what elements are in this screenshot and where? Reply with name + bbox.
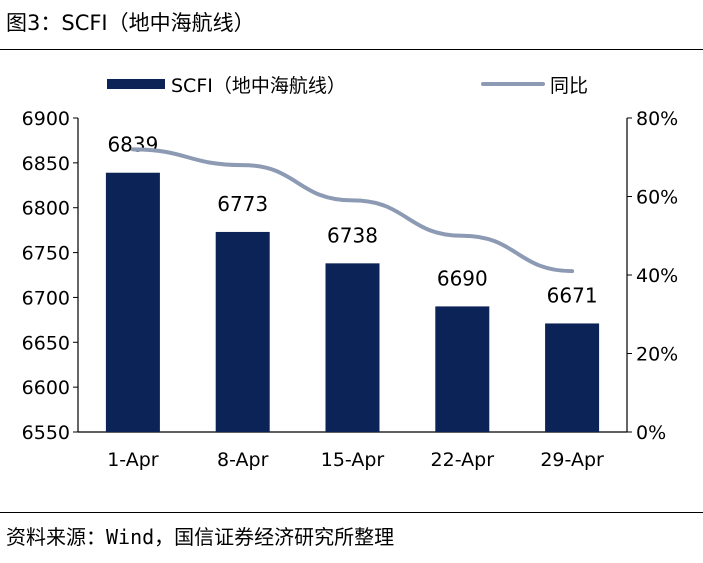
y-left-tick-label: 6900 [22,108,70,130]
y-right-tick-label: 20% [636,344,678,366]
source-note: 资料来源：Wind，国信证券经济研究所整理 [6,525,395,549]
bar-value-label: 6671 [547,283,598,307]
bar [545,323,600,432]
y-left-tick-label: 6700 [22,287,70,309]
y-right-tick-label: 40% [636,265,678,287]
legend-bar-label: SCFI（地中海航线） [171,75,346,97]
y-right-tick-label: 0% [636,422,666,444]
x-tick-label: 8-Apr [217,449,269,471]
bar-value-label: 6738 [327,223,378,247]
legend-line-label: 同比 [550,75,588,97]
title-rule [0,49,703,50]
bar [435,306,490,432]
y-left-tick-label: 6800 [22,198,70,220]
x-tick-label: 1-Apr [107,449,159,471]
y-left-tick-label: 6650 [22,332,70,354]
bar [105,172,160,432]
y-left-tick-label: 6550 [22,422,70,444]
bar [325,263,380,432]
bar-value-label: 6773 [217,192,268,216]
y-left-tick-label: 6600 [22,377,70,399]
x-tick-label: 22-Apr [431,449,495,471]
bar-value-label: 6690 [437,266,488,290]
bar [215,231,270,432]
legend-bar-swatch [107,79,165,89]
x-tick-label: 15-Apr [321,449,385,471]
x-tick-label: 29-Apr [540,449,604,471]
x-tick-labels: 1-Apr 8-Apr 15-Apr 22-Apr 29-Apr [107,449,604,471]
legend: SCFI（地中海航线） 同比 [107,75,588,97]
figure-title: 图3：SCFI（地中海航线） [6,11,255,35]
bar-labels: 6839 6773 6738 6690 6671 [107,133,597,308]
yoy-line [130,147,575,274]
source-rule [0,512,703,513]
bar-value-label: 6839 [107,133,158,157]
y-left-tick-label: 6750 [22,243,70,265]
y-left-tick-labels: 6550 6600 6650 6700 6750 6800 6850 6900 [22,108,70,444]
yoy-line-path [130,147,575,274]
y-right-tick-label: 80% [636,108,678,130]
y-right-tick-label: 60% [636,187,678,209]
bars [105,172,600,432]
y-right-tick-labels: 0% 20% 40% 60% 80% [636,108,678,444]
y-left-tick-label: 6850 [22,153,70,175]
